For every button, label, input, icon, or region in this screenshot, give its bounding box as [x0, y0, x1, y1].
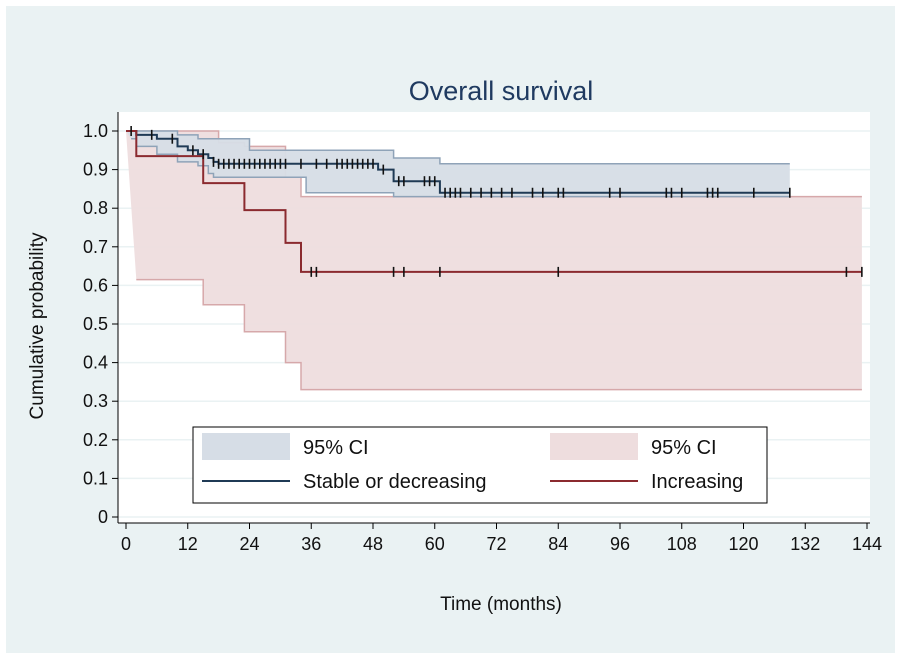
ci-band-increasing	[126, 131, 862, 390]
chart-title: Overall survival	[409, 76, 594, 106]
chart-frame: 0 0.1 0.2 0.3 0.4 0.5 0.6 0.7 0.8 0.9 1.0 0 12 24 36 48…	[6, 6, 895, 653]
x-tick-label: 24	[239, 534, 259, 554]
x-tick-label: 48	[363, 534, 383, 554]
y-tick-label: 0.3	[83, 391, 108, 411]
survival-line-increasing	[126, 130, 862, 273]
censor-marks	[130, 126, 863, 277]
y-tick-label: 0.2	[83, 430, 108, 450]
axes: 0 0.1 0.2 0.3 0.4 0.5 0.6 0.7 0.8 0.9 1.0 0 12 24 36 48…	[83, 112, 882, 554]
legend-label-stable: Stable or decreasing	[303, 471, 486, 493]
legend-ci-swatch-increasing	[550, 433, 638, 460]
y-tick-label: 1.0	[83, 121, 108, 141]
ci-band-increasing-lower	[136, 278, 862, 391]
x-tick-label: 60	[425, 534, 445, 554]
x-tick-label: 0	[121, 534, 131, 554]
survival-chart: 0 0.1 0.2 0.3 0.4 0.5 0.6 0.7 0.8 0.9 1.0 0 12 24 36 48…	[27, 76, 882, 615]
y-axis-title: Cumulative probability	[27, 232, 48, 419]
y-tick-label: 0.9	[83, 160, 108, 180]
legend-ci-label-stable: 95% CI	[303, 437, 369, 459]
x-tick-label: 72	[486, 534, 506, 554]
legend-ci-label-increasing: 95% CI	[651, 437, 717, 459]
x-tick-label: 120	[728, 534, 758, 554]
x-tick-label: 36	[301, 534, 321, 554]
ci-band-stable-upper	[126, 130, 790, 165]
survival-line-stable	[126, 130, 790, 194]
survival-lines	[126, 130, 862, 273]
x-axis-title: Time (months)	[440, 594, 562, 615]
y-tick-label: 0.7	[83, 237, 108, 257]
y-tick-label: 0.8	[83, 198, 108, 218]
y-tick-label: 0.1	[83, 468, 108, 488]
x-tick-label: 132	[790, 534, 820, 554]
confidence-bands	[126, 130, 862, 391]
x-tick-label: 108	[667, 534, 697, 554]
y-tick-label: 0	[98, 507, 108, 527]
x-tick-label: 12	[178, 534, 198, 554]
x-tick-label: 144	[852, 534, 882, 554]
y-tick-label: 0.6	[83, 275, 108, 295]
y-tick-label: 0.5	[83, 314, 108, 334]
y-tick-label: 0.4	[83, 353, 108, 373]
legend-label-increasing: Increasing	[651, 471, 743, 493]
x-tick-label: 84	[548, 534, 568, 554]
legend-ci-swatch-stable	[202, 433, 290, 460]
legend: 95% CI 95% CI Stable or decreasing Incre…	[192, 426, 768, 504]
ci-band-stable-lower	[131, 137, 790, 198]
x-tick-label: 96	[610, 534, 630, 554]
